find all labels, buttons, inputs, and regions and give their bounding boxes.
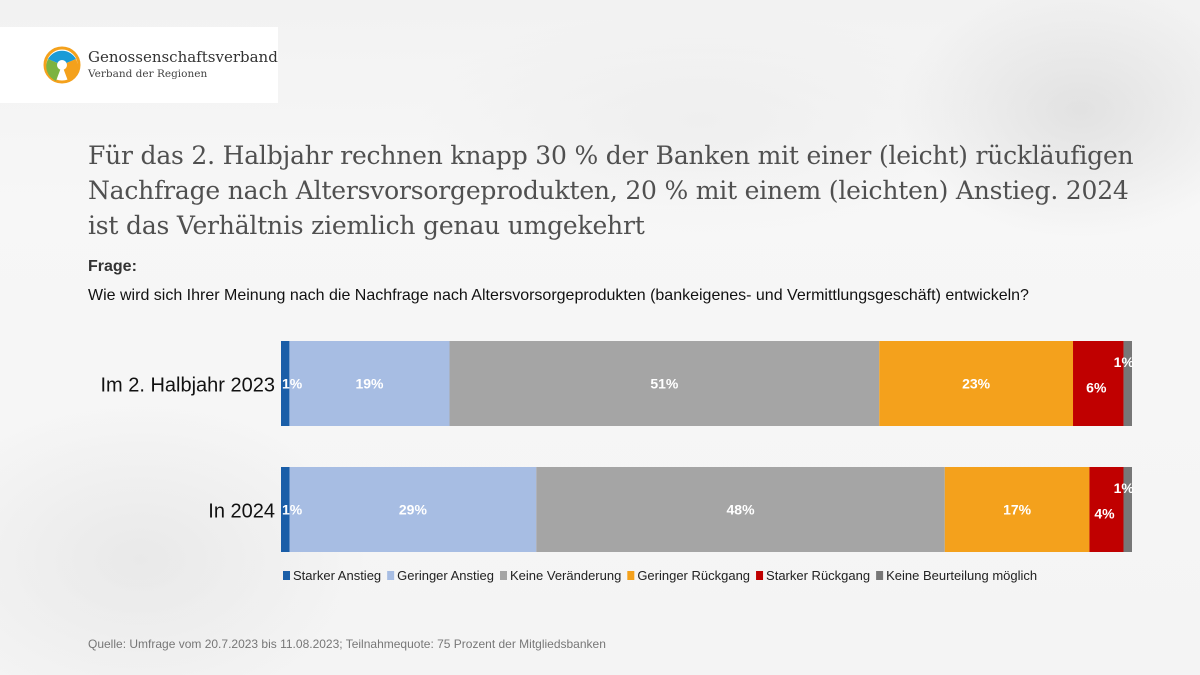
legend-label: Keine Veränderung: [510, 568, 621, 583]
legend-label: Starker Rückgang: [766, 568, 870, 583]
legend-swatch: [500, 571, 507, 580]
bar-segment: [879, 341, 1074, 426]
bar-segment: [1123, 467, 1132, 552]
bar-segment: [281, 341, 290, 426]
legend-swatch: [283, 571, 290, 580]
bar-segment: [536, 467, 945, 552]
category-label: Im 2. Halbjahr 2023: [100, 375, 275, 397]
bar-segment: [449, 341, 880, 426]
question-label: Frage:: [88, 258, 137, 275]
data-label: 4%: [1094, 506, 1115, 522]
logo: Genossenschaftsverband Verband der Regio…: [0, 27, 278, 103]
data-label: 23%: [962, 376, 991, 392]
legend-label: Geringer Anstieg: [397, 568, 494, 583]
logo-emblem-icon: [43, 46, 81, 84]
legend-swatch: [387, 571, 395, 580]
data-label: 1%: [1114, 480, 1135, 496]
legend-swatch: [876, 571, 884, 580]
logo-title: Genossenschaftsverband: [88, 48, 278, 66]
data-label: 48%: [727, 502, 756, 518]
data-label: 1%: [282, 502, 303, 518]
data-label: 17%: [1003, 502, 1032, 518]
source-note: Quelle: Umfrage vom 20.7.2023 bis 11.08.…: [88, 637, 606, 651]
bar-segment: [1123, 341, 1132, 426]
category-label: In 2024: [208, 501, 275, 523]
data-label: 29%: [399, 502, 428, 518]
bar-segment: [1073, 341, 1124, 426]
data-label: 1%: [1114, 354, 1135, 370]
legend-label: Geringer Rückgang: [637, 568, 750, 583]
data-label: 1%: [282, 376, 303, 392]
bar-segment: [1089, 467, 1124, 552]
legend-swatch: [756, 571, 764, 580]
bar-segment: [281, 467, 290, 552]
data-label: 19%: [355, 376, 384, 392]
data-label: 6%: [1086, 380, 1107, 396]
legend-swatch: [627, 571, 635, 580]
legend-label: Keine Beurteilung möglich: [886, 568, 1037, 583]
page-title: Für das 2. Halbjahr rechnen knapp 30 % d…: [88, 141, 1134, 240]
legend-label: Starker Anstieg: [293, 568, 381, 583]
bar-segment: [944, 467, 1090, 552]
data-label: 51%: [650, 376, 679, 392]
logo-subtitle: Verband der Regionen: [88, 68, 208, 80]
question-text: Wie wird sich Ihrer Meinung nach die Nac…: [88, 287, 1029, 304]
bar-segment: [289, 467, 537, 552]
bar-segment: [289, 341, 450, 426]
